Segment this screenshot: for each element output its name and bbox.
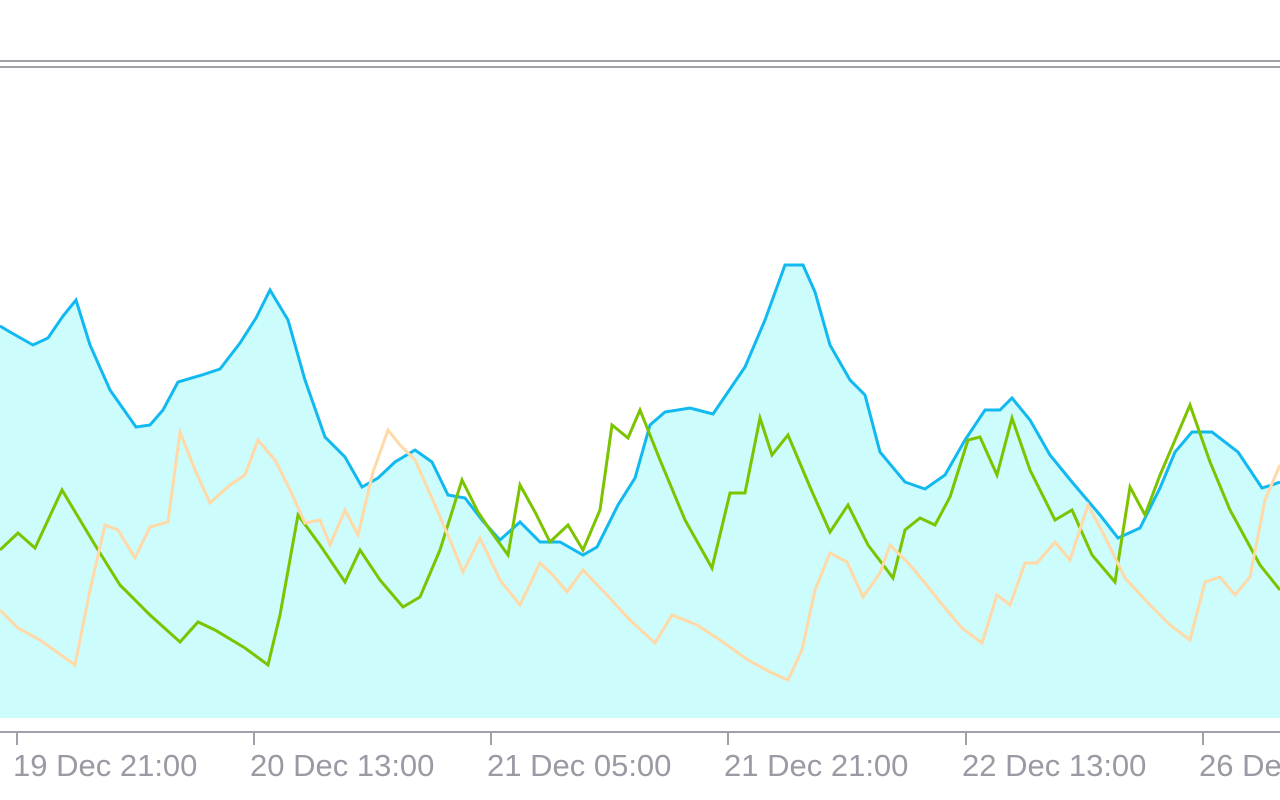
x-tick-label: 21 Dec 05:00 (487, 748, 671, 783)
series-3-line (0, 426, 1280, 682)
series-1-area (0, 265, 1280, 718)
x-tick-label: 20 Dec 13:00 (250, 748, 434, 783)
series-1-line (0, 263, 1280, 557)
x-tick-label: 19 Dec 21:00 (13, 748, 197, 783)
x-tick-label: 21 Dec 21:00 (724, 748, 908, 783)
x-tick-label: 26 De (1199, 748, 1280, 783)
series-layer (0, 263, 1280, 718)
x-tick-label: 22 Dec 13:00 (962, 748, 1146, 783)
series-2-line (0, 400, 1280, 668)
x-axis-ticks: 19 Dec 21:00 20 Dec 13:00 21 Dec 05:00 21 D… (13, 732, 1280, 783)
